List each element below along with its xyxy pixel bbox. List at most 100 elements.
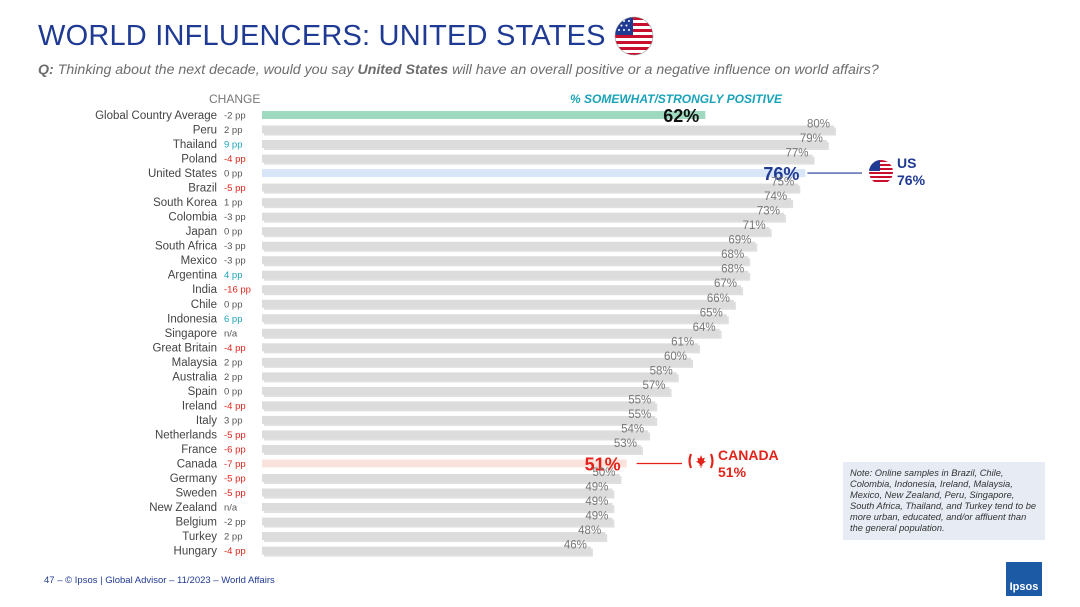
country-label: Argentina xyxy=(168,270,218,282)
country-label: United States xyxy=(148,168,217,180)
country-label: Chile xyxy=(191,299,217,311)
country-label: Malaysia xyxy=(172,357,218,369)
value-label: 79% xyxy=(800,133,823,145)
value-label: 55% xyxy=(628,394,651,406)
value-label: 54% xyxy=(621,423,644,435)
value-label: 60% xyxy=(664,351,687,363)
country-label: France xyxy=(181,444,217,456)
value-label: 49% xyxy=(585,496,608,508)
bar xyxy=(262,314,727,323)
change-label: 2 pp xyxy=(224,532,243,543)
value-label: 71% xyxy=(743,220,766,232)
sample-note: Note: Online samples in Brazil, Chile, C… xyxy=(843,462,1045,540)
bar xyxy=(262,343,699,352)
bar xyxy=(262,212,784,221)
value-label: 61% xyxy=(671,336,694,348)
value-label-highlight: 76% xyxy=(763,164,799,184)
value-label: 74% xyxy=(764,191,787,203)
bar xyxy=(262,198,792,207)
country-label: South Africa xyxy=(155,241,218,253)
value-label: 64% xyxy=(693,322,716,334)
change-label: 2 pp xyxy=(224,125,243,136)
change-label: 3 pp xyxy=(224,415,243,426)
change-label: -3 pp xyxy=(224,212,246,223)
value-label: 55% xyxy=(628,409,651,421)
change-label: 0 pp xyxy=(224,169,243,180)
bar xyxy=(262,372,677,381)
ipsos-logo: Ipsos xyxy=(1006,562,1042,596)
change-label: 2 pp xyxy=(224,372,243,383)
country-label: Canada xyxy=(177,458,218,470)
change-label: -2 pp xyxy=(224,111,246,122)
value-label: 57% xyxy=(643,380,666,392)
change-label: -3 pp xyxy=(224,241,246,252)
value-label: 80% xyxy=(807,119,830,131)
change-label: -16 pp xyxy=(224,285,251,296)
change-label: 6 pp xyxy=(224,314,243,325)
question-text-1: Thinking about the next decade, would yo… xyxy=(57,62,354,78)
canada-callout-label: CANADA xyxy=(718,447,779,463)
value-label: 75% xyxy=(771,177,794,189)
bar xyxy=(262,517,613,526)
change-label: 4 pp xyxy=(224,270,243,281)
bar xyxy=(262,140,827,149)
canada-callout-value: 51% xyxy=(718,464,747,480)
bar xyxy=(262,256,749,265)
country-label: Germany xyxy=(170,473,218,485)
country-label: Poland xyxy=(181,154,217,166)
bar xyxy=(262,459,627,468)
change-label: 2 pp xyxy=(224,357,243,368)
bar xyxy=(262,386,670,395)
change-label: -5 pp xyxy=(224,183,246,194)
country-label: Mexico xyxy=(181,255,217,267)
country-label: Brazil xyxy=(188,183,217,195)
change-label: 0 pp xyxy=(224,386,243,397)
country-label: Colombia xyxy=(168,212,217,224)
value-label: 77% xyxy=(786,148,809,160)
question-prefix: Q: xyxy=(38,62,54,78)
country-label: Ireland xyxy=(182,400,217,412)
question-country: United States xyxy=(357,62,449,78)
bar xyxy=(262,415,656,424)
bar xyxy=(262,154,813,163)
value-label: 73% xyxy=(757,206,780,218)
country-label: Indonesia xyxy=(167,313,217,325)
value-label: 48% xyxy=(578,525,601,537)
change-column-header: CHANGE xyxy=(209,92,261,106)
country-label: Australia xyxy=(172,371,217,383)
bar xyxy=(262,357,691,366)
country-label: Italy xyxy=(196,415,217,427)
country-label: Netherlands xyxy=(155,429,217,441)
footer-source: 47 – © Ipsos | Global Advisor – 11/2023 … xyxy=(44,575,275,586)
canada-callout: CANADA 51% xyxy=(718,447,779,481)
country-label: Singapore xyxy=(165,328,217,340)
change-label: -4 pp xyxy=(224,546,246,557)
value-label: 69% xyxy=(728,235,751,247)
bar xyxy=(262,169,806,178)
country-label: Japan xyxy=(186,226,217,238)
change-label: 0 pp xyxy=(224,227,243,238)
value-label: 58% xyxy=(650,365,673,377)
bar xyxy=(262,183,799,192)
value-label-highlight: 51% xyxy=(585,454,621,474)
change-label: -3 pp xyxy=(224,256,246,267)
change-label: -4 pp xyxy=(224,401,246,412)
bar xyxy=(262,227,770,236)
bar xyxy=(262,488,613,497)
bar xyxy=(262,125,834,134)
value-label: 49% xyxy=(585,482,608,494)
positive-column-header: % SOMEWHAT/STRONGLY POSITIVE xyxy=(570,92,783,106)
change-label: 9 pp xyxy=(224,140,243,151)
change-label: 0 pp xyxy=(224,299,243,310)
value-label: 46% xyxy=(564,540,587,552)
bar xyxy=(262,444,641,453)
country-label: Global Country Average xyxy=(95,110,217,122)
country-label: India xyxy=(192,284,218,296)
us-callout: US 76% xyxy=(897,155,925,189)
value-label: 67% xyxy=(714,278,737,290)
country-label: Sweden xyxy=(175,488,217,500)
country-label: Thailand xyxy=(173,139,217,151)
question-text-2: will have an overall positive or a negat… xyxy=(452,62,879,78)
country-label: South Korea xyxy=(153,197,218,209)
